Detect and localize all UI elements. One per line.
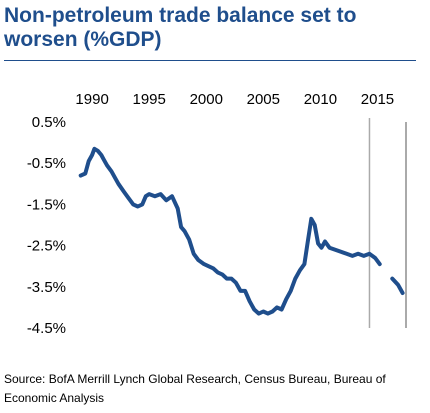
x-tick-label: 2010: [304, 91, 337, 108]
x-tick-label: 2000: [190, 91, 223, 108]
source-note: Source: BofA Merrill Lynch Global Resear…: [4, 372, 386, 405]
series-line-historical: [78, 146, 382, 316]
x-axis-ticks: 1990 1995 2000 2005 2010 2015: [75, 91, 394, 108]
x-tick-label: 2015: [361, 91, 394, 108]
x-tick-label: 1995: [133, 91, 166, 108]
y-tick-label: -2.5%: [27, 238, 66, 255]
y-tick-label: -1.5%: [27, 196, 66, 213]
x-tick-label: 2005: [247, 91, 280, 108]
y-tick-label: -3.5%: [27, 279, 66, 296]
series-line-forecast: [390, 276, 405, 295]
line-chart: 1990 1995 2000 2005 2010 2015 0.5% -0.5% -1.5% -…: [27, 91, 407, 337]
series-lines: [78, 146, 405, 316]
y-axis-ticks: 0.5% -0.5% -1.5% -2.5% -3.5% -4.5%: [27, 114, 66, 337]
x-tick-label: 1990: [75, 91, 108, 108]
y-tick-label: -0.5%: [27, 155, 66, 172]
chart-title: Non-petroleum trade balance set to worse…: [4, 4, 357, 51]
y-tick-label: 0.5%: [32, 114, 66, 131]
title-divider: [4, 60, 416, 61]
y-tick-label: -4.5%: [27, 320, 66, 337]
